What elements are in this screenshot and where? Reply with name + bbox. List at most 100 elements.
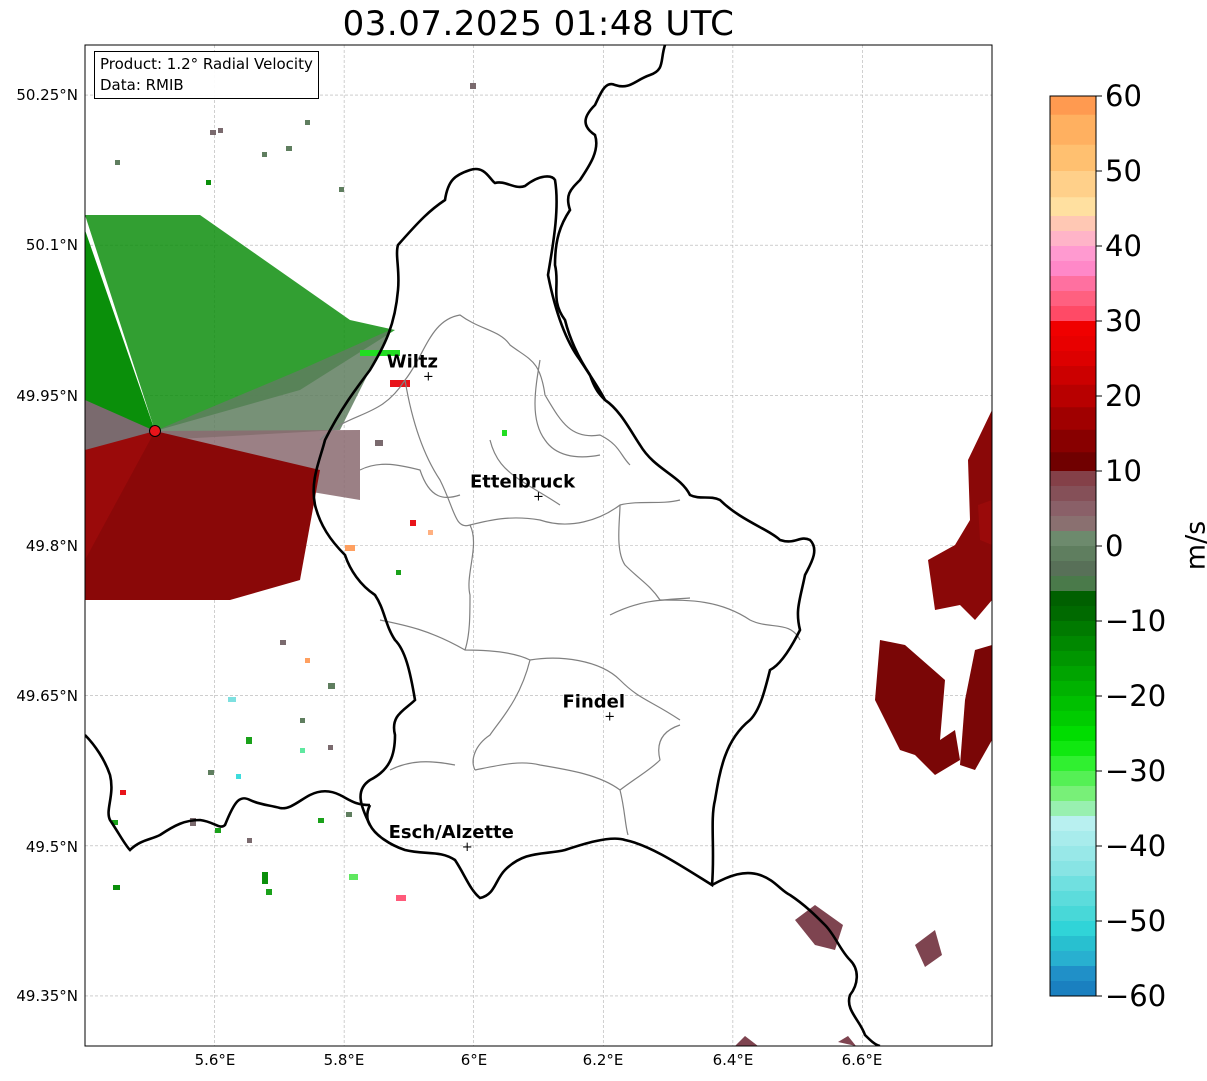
- colorbar-segment: [1050, 216, 1096, 232]
- colorbar-tick-label: −40: [1105, 829, 1167, 863]
- lat-tick-label: 49.8°N: [25, 537, 78, 555]
- lon-tick-label: 6.2°E: [582, 1051, 624, 1069]
- colorbar-segment: [1050, 801, 1096, 817]
- colorbar-tick-label: −50: [1105, 904, 1167, 938]
- lat-tick-label: 49.95°N: [16, 387, 78, 405]
- radar-site-marker[interactable]: [149, 425, 161, 437]
- echo-sector-red-2: [85, 431, 155, 560]
- lat-tick-label: 50.25°N: [16, 86, 78, 104]
- colorbar-segment: [1050, 921, 1096, 937]
- city-label: Ettelbruck: [470, 471, 576, 492]
- colorbar-segment: [1050, 771, 1096, 787]
- lon-tick-label: 5.6°E: [194, 1051, 236, 1069]
- colorbar-segment: [1050, 966, 1096, 982]
- city-label: Esch/Alzette: [389, 822, 514, 843]
- colorbar-segment: [1050, 231, 1096, 247]
- colorbar-segment: [1050, 816, 1096, 832]
- colorbar-segment: [1050, 246, 1096, 262]
- colorbar-segment: [1050, 291, 1096, 307]
- colorbar-segment: [1050, 144, 1096, 172]
- colorbar-segment: [1050, 696, 1096, 712]
- colorbar-segment: [1050, 171, 1096, 198]
- colorbar-tick-label: 0: [1105, 529, 1124, 563]
- colorbar-segment: [1050, 621, 1096, 637]
- city-label: Findel: [562, 692, 625, 713]
- product-info-box: Product: 1.2° Radial Velocity Data: RMIB: [94, 51, 319, 99]
- colorbar-segment: [1050, 384, 1096, 408]
- colorbar-segment: [1050, 114, 1096, 146]
- map-frame: [84, 44, 993, 1047]
- colorbar-segment: [1050, 891, 1096, 907]
- lon-tick-label: 6.6°E: [841, 1051, 883, 1069]
- colorbar-tick-label: 50: [1105, 154, 1142, 188]
- echo-sector-green: [85, 230, 155, 431]
- colorbar-segment: [1050, 786, 1096, 802]
- colorbar-segment: [1050, 726, 1096, 742]
- colorbar-segment: [1050, 486, 1096, 502]
- city-marker: +: [423, 369, 434, 384]
- colorbar-tick-label: 60: [1105, 79, 1142, 113]
- colorbar-tick-label: −10: [1105, 604, 1167, 638]
- colorbar-segment: [1050, 452, 1096, 472]
- echo-east-cells: [735, 410, 992, 1046]
- colorbar-segment: [1050, 276, 1096, 292]
- city-labels: +Wiltz+Ettelbruck+Findel+Esch/Alzette: [387, 351, 625, 854]
- canton-boundaries: [319, 314, 801, 836]
- colorbar-segment: [1050, 366, 1096, 386]
- colorbar-segment: [1050, 429, 1096, 453]
- colorbar-segment: [1050, 576, 1096, 592]
- echo-sector-gray-west: [85, 400, 155, 450]
- colorbar-tick-label: 40: [1105, 229, 1142, 263]
- lat-tick-label: 49.5°N: [25, 838, 78, 856]
- colorbar-segment: [1050, 981, 1096, 997]
- city-marker: +: [462, 840, 473, 855]
- colorbar-segment: [1050, 711, 1096, 727]
- colorbar-segment: [1050, 407, 1096, 431]
- lat-tick-label: 49.35°N: [16, 987, 78, 1005]
- colorbar-tick-label: −20: [1105, 679, 1167, 713]
- lon-tick-label: 5.8°E: [323, 1051, 365, 1069]
- colorbar-segment: [1050, 321, 1096, 337]
- colorbar-segment: [1050, 831, 1096, 847]
- colorbar-segment: [1050, 261, 1096, 277]
- city-marker: +: [533, 489, 544, 504]
- colorbar-segment: [1050, 546, 1096, 562]
- colorbar: [1049, 95, 1102, 997]
- colorbar-segment: [1050, 471, 1096, 487]
- colorbar-segment: [1050, 951, 1096, 967]
- colorbar-segment: [1050, 197, 1096, 217]
- lon-tick-label: 6.4°E: [712, 1051, 754, 1069]
- colorbar-unit-label: m/s: [1180, 520, 1207, 571]
- map-title: 03.07.2025 01:48 UTC: [342, 4, 735, 44]
- colorbar-segment: [1050, 876, 1096, 892]
- colorbar-segment: [1050, 516, 1096, 532]
- echo-sector-red: [85, 431, 320, 600]
- colorbar-segment: [1050, 756, 1096, 772]
- colorbar-segment: [1050, 936, 1096, 952]
- colorbar-segment: [1050, 96, 1096, 116]
- colorbar-tick-label: −60: [1105, 979, 1167, 1013]
- country-borders: [85, 45, 881, 1046]
- data-source-label: Data: RMIB: [100, 76, 184, 94]
- colorbar-segment: [1050, 501, 1096, 517]
- colorbar-segment: [1050, 531, 1096, 547]
- colorbar-segment: [1050, 351, 1096, 367]
- lat-tick-label: 49.65°N: [16, 687, 78, 705]
- colorbar-segment: [1050, 741, 1096, 757]
- colorbar-tick-label: 30: [1105, 304, 1142, 338]
- colorbar-tick-label: −30: [1105, 754, 1167, 788]
- colorbar-segment: [1050, 336, 1096, 352]
- radar-echoes: [85, 83, 992, 1046]
- city-marker: +: [604, 710, 615, 725]
- colorbar-segment: [1050, 861, 1096, 877]
- echo-sector-gray-green: [155, 330, 390, 440]
- colorbar-segment: [1050, 846, 1096, 862]
- city-label: Wiltz: [387, 351, 438, 372]
- colorbar-segment: [1050, 681, 1096, 697]
- colorbar-segment: [1050, 636, 1096, 652]
- colorbar-segment: [1050, 906, 1096, 922]
- colorbar-segment: [1050, 591, 1096, 607]
- colorbar-segment: [1050, 651, 1096, 667]
- colorbar-tick-label: 10: [1105, 454, 1142, 488]
